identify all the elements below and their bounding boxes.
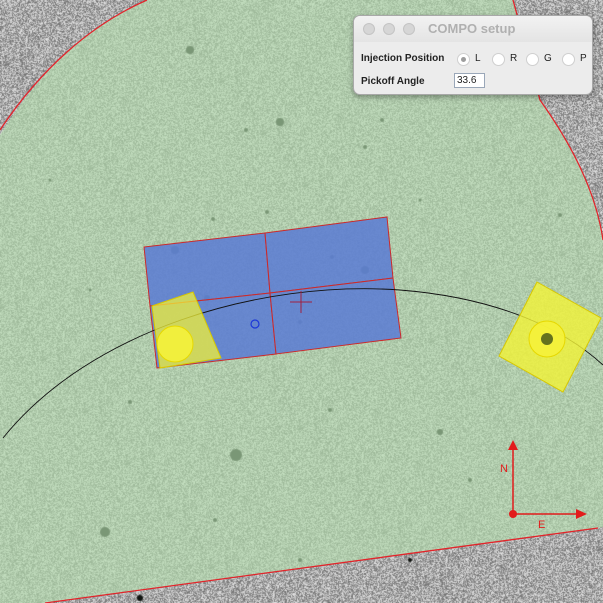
compass-indicator: N E xyxy=(500,440,587,531)
compass-north-label: N xyxy=(500,463,508,475)
target-marker[interactable] xyxy=(250,319,260,329)
compass-east-label: E xyxy=(538,519,545,531)
pickoff-angle-input[interactable] xyxy=(454,73,485,88)
field-of-view-outline-right xyxy=(512,0,603,241)
dialog-title: COMPO setup xyxy=(428,21,516,36)
dialog-titlebar[interactable]: COMPO setup xyxy=(354,16,592,42)
injection-radio-r[interactable] xyxy=(492,53,505,66)
detector-quadrant-bottom-right xyxy=(269,277,402,355)
injection-radio-l-label: L xyxy=(475,53,481,64)
injection-radio-g-label: G xyxy=(544,53,552,64)
minimize-window-button[interactable] xyxy=(383,23,395,35)
injection-radio-p-label: P xyxy=(580,53,587,64)
injection-radio-r-label: R xyxy=(510,53,518,64)
field-of-view-outline xyxy=(0,0,148,131)
compo-setup-dialog[interactable]: COMPO setup Injection Position L R G P P… xyxy=(353,15,593,95)
pickoff-probe-right[interactable] xyxy=(498,281,602,393)
injection-radio-l[interactable] xyxy=(457,53,470,66)
pickoff-angle-label: Pickoff Angle xyxy=(361,76,425,87)
zoom-window-button[interactable] xyxy=(403,23,415,35)
injection-position-label: Injection Position xyxy=(361,53,445,64)
pickoff-probe-left[interactable] xyxy=(151,291,222,369)
center-crosshair xyxy=(290,291,312,313)
close-window-button[interactable] xyxy=(363,23,375,35)
injection-radio-g[interactable] xyxy=(526,53,539,66)
field-of-view-outline-bottom xyxy=(44,527,599,603)
injection-radio-p[interactable] xyxy=(562,53,575,66)
